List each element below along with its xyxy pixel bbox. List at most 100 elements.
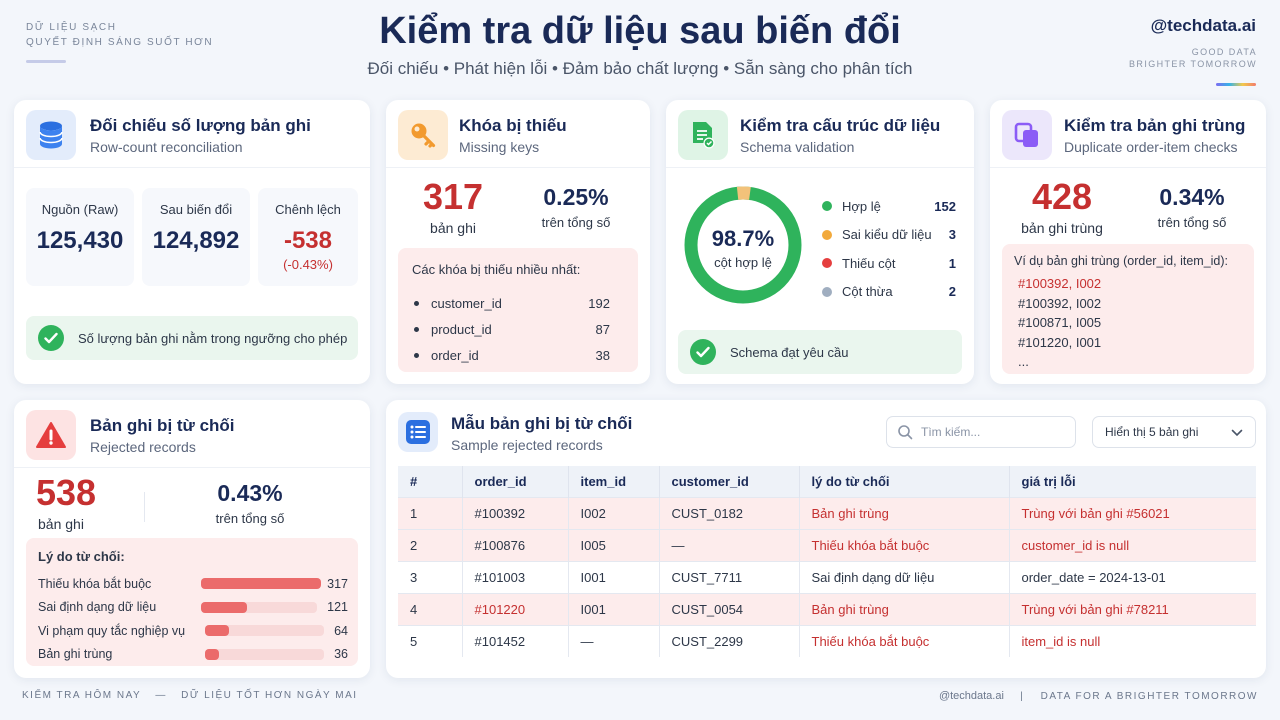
legend-dot-icon: [822, 201, 832, 212]
key-icon: [398, 110, 448, 160]
column-header[interactable]: item_id: [568, 466, 660, 497]
bullet-icon: [414, 352, 419, 358]
tagline-divider: [26, 60, 66, 63]
page-size-select[interactable]: Hiển thị 5 bản ghi: [1092, 416, 1256, 448]
card-title: Bản ghi bị từ chối: [90, 416, 235, 435]
missing-key-name: order_id: [431, 347, 479, 363]
reason-count: 36: [334, 647, 348, 662]
card-title: Kiểm tra bản ghi trùng: [1064, 116, 1246, 135]
column-header[interactable]: customer_id: [659, 466, 800, 497]
missing-key-name: product_id: [431, 321, 492, 337]
schema-status: Schema đạt yêu cầu: [678, 330, 962, 374]
table-cell-customer-id: —: [659, 528, 800, 561]
donut-label: cột hợp lệ: [714, 255, 772, 270]
missing-percent: 0.25% trên tổng số: [514, 184, 638, 230]
search-placeholder: Tìm kiếm...: [921, 425, 981, 439]
table-row[interactable]: 3 #101003 I001 CUST_7711 Sai định dạng dữ li…: [398, 560, 1256, 593]
table-cell-item-id: I005: [568, 528, 660, 561]
card-header: [14, 100, 370, 168]
card-title: Đối chiếu số lượng bản ghi: [90, 116, 311, 135]
search-icon: [898, 425, 913, 440]
missing-key-count: 38: [595, 347, 610, 363]
duplicate-example: #100392, I002: [1018, 295, 1102, 311]
brand-tag-line-2: BRIGHTER TOMORROW: [1129, 59, 1257, 69]
rejected-count: 538 bản ghi: [26, 472, 138, 532]
reason-row: Thiếu khóa bắt buộc 317: [38, 572, 348, 596]
brand-handle: @techdata.ai: [1150, 16, 1256, 35]
reason-label: Thiếu khóa bắt buộc: [38, 576, 152, 591]
column-header[interactable]: giá trị lỗi: [1009, 466, 1256, 497]
missing-percent-value: 0.25%: [543, 184, 609, 210]
legend-value: 2: [948, 284, 956, 300]
table-cell-value: order_date = 2024-13-01: [1009, 560, 1256, 593]
page-size-value: Hiển thị 5 bản ghi: [1105, 425, 1199, 439]
missing-count-value: 317: [422, 176, 484, 217]
table-row[interactable]: 2 #100876 I005— Thiếu khóa bắt buộc customer…: [398, 528, 1256, 561]
warning-icon: [26, 410, 76, 460]
legend-dot-icon: [822, 258, 832, 269]
duplicate-count-value: 428: [1031, 176, 1093, 217]
table-cell-value: Trùng với bản ghi #56021: [1009, 496, 1256, 529]
reconciliation-status: Số lượng bản ghi nằm trong ngưỡng cho ph…: [26, 316, 358, 360]
rejected-records-table: # order_id item_id customer_id lý do từ chối…: [398, 466, 1256, 657]
examples-title: Ví dụ bản ghi trùng (order_id, item_id):: [1014, 254, 1229, 268]
rejected-card: Bản ghi bị từ chối Rejected records 538 …: [14, 400, 370, 678]
duplicate-example: #100871, I005: [1018, 315, 1102, 330]
footer-left: KIỂM TRA HÔM NAY — DỮ LIỆU TỐT HƠN NGÀY …: [22, 690, 358, 701]
missing-list-title: Các khóa bị thiếu nhiều nhất:: [412, 262, 581, 277]
duplicate-percent-value: 0.34%: [1159, 184, 1225, 210]
document-check-icon: [678, 110, 728, 160]
table-cell-customer-id: CUST_2299: [659, 624, 800, 657]
bullet-icon: [414, 300, 419, 306]
table-cell-item-id: I001: [568, 560, 660, 593]
table-cell-customer-id: CUST_0054: [659, 592, 800, 625]
card-subtitle: Schema validation: [740, 139, 855, 155]
diff-box: Chênh lệch -538 (-0.43%): [258, 188, 358, 286]
reason-count: 121: [327, 600, 348, 615]
table-row[interactable]: 5 #101452— CUST_2299 Thiếu khóa bắt buộc ite…: [398, 624, 1256, 657]
reason-bar-track: [204, 648, 325, 660]
source-value: 125,430: [36, 227, 124, 254]
table-cell-reason: Sai định dạng dữ liệu: [799, 560, 1010, 593]
brand-tagline: GOOD DATA BRIGHTER TOMORROW: [1129, 46, 1257, 70]
card-header: [14, 400, 370, 468]
card-subtitle: Duplicate order-item checks: [1064, 139, 1238, 155]
missing-key-count: 192: [588, 295, 610, 311]
missing-count: 317 bản ghi: [398, 176, 508, 236]
table-cell-order-id: #101220: [462, 592, 569, 625]
header-tagline: DỮ LIỆU SẠCH QUYẾT ĐỊNH SÁNG SUỐT HƠN: [26, 20, 213, 63]
duplicate-example: #101220, I001: [1018, 334, 1102, 350]
brand-tag-line-1: GOOD DATA: [1191, 47, 1257, 57]
column-header[interactable]: order_id: [462, 466, 569, 497]
table-row[interactable]: 4 #101220 I001 CUST_0054 Bản ghi trùng Trùng …: [398, 592, 1256, 625]
table-cell-item-id: —: [568, 624, 660, 657]
column-header[interactable]: #: [398, 466, 463, 497]
database-icon: [26, 110, 76, 160]
column-header[interactable]: lý do từ chối: [799, 466, 1010, 497]
reasons-title: Lý do từ chối:: [38, 549, 125, 564]
page-title: Kiểm tra dữ liệu sau biến đổi: [379, 10, 901, 52]
duplicates-card: Kiểm tra bản ghi trùng Duplicate order-i…: [990, 100, 1266, 384]
table-row[interactable]: 1 #100392 I002 CUST_0182 Bản ghi trùng Trùng …: [398, 496, 1256, 529]
source-label: Nguồn (Raw): [41, 202, 119, 217]
source-count-box: Nguồn (Raw) 125,430: [26, 188, 134, 286]
card-header: [386, 100, 650, 168]
reason-row: Sai định dạng dữ liệu 121: [38, 596, 348, 620]
footer-left-2: DỮ LIỆU TỐT HƠN NGÀY MAI: [181, 690, 358, 701]
search-input[interactable]: Tìm kiếm...: [886, 416, 1076, 448]
table-cell-n: 4: [398, 592, 463, 625]
table-cell-reason: Thiếu khóa bắt buộc: [799, 624, 1010, 657]
tagline-line-2: QUYẾT ĐỊNH SÁNG SUỐT HƠN: [26, 37, 214, 48]
reason-bar: [204, 625, 230, 637]
table-cell-item-id: I002: [568, 496, 660, 529]
rejected-count-unit: bản ghi: [38, 516, 84, 532]
reason-row: Vi phạm quy tắc nghiệp vụ 64: [38, 619, 348, 643]
reconciliation-card: Đối chiếu số lượng bản ghi Row-count rec…: [14, 100, 370, 384]
schema-card: Kiểm tra cấu trúc dữ liệu Schema validat…: [666, 100, 974, 384]
diff-label: Chênh lệch: [275, 202, 341, 217]
card-title: Kiểm tra cấu trúc dữ liệu: [740, 116, 941, 135]
duplicate-count: 428 bản ghi trùng: [1002, 176, 1122, 236]
diff-percent: (-0.43%): [283, 257, 333, 272]
chevron-down-icon: [1231, 429, 1243, 437]
card-header: [666, 100, 974, 168]
